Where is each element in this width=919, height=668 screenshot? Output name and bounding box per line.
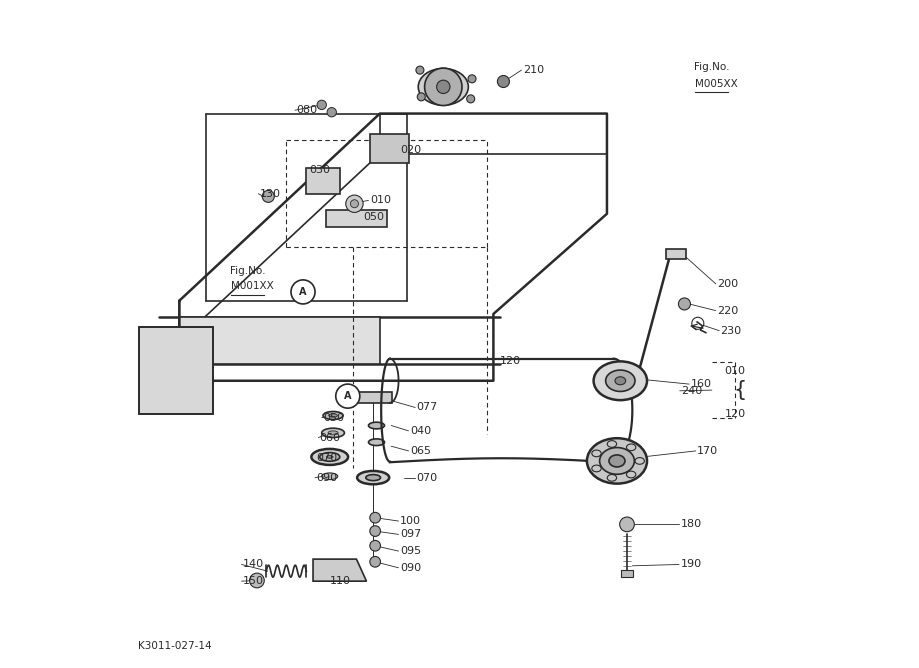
Ellipse shape: [369, 422, 384, 429]
Ellipse shape: [586, 438, 646, 484]
Text: 210: 210: [523, 65, 544, 75]
Circle shape: [327, 108, 336, 117]
Text: Fig.No.: Fig.No.: [230, 266, 265, 275]
Text: 050: 050: [363, 212, 384, 222]
Text: 050: 050: [323, 413, 344, 422]
Text: 100: 100: [400, 516, 420, 526]
Circle shape: [425, 68, 461, 106]
Ellipse shape: [326, 456, 333, 458]
Polygon shape: [312, 559, 366, 581]
Circle shape: [262, 190, 274, 202]
Text: 065: 065: [410, 446, 430, 456]
Circle shape: [346, 195, 363, 212]
Bar: [326, 210, 386, 227]
Ellipse shape: [323, 411, 343, 420]
Ellipse shape: [311, 449, 347, 465]
Text: 090: 090: [316, 473, 337, 482]
Bar: [139, 327, 212, 414]
Ellipse shape: [366, 475, 380, 481]
Ellipse shape: [593, 361, 646, 400]
Text: 070: 070: [416, 473, 437, 482]
Circle shape: [335, 384, 359, 408]
Text: 080: 080: [296, 106, 317, 115]
Text: 077: 077: [416, 403, 437, 412]
Text: 060: 060: [320, 433, 340, 442]
Circle shape: [369, 526, 380, 536]
Circle shape: [677, 298, 689, 310]
Text: 150: 150: [243, 576, 264, 586]
Circle shape: [290, 280, 314, 304]
Text: 180: 180: [680, 520, 701, 529]
Circle shape: [437, 80, 449, 94]
Text: 220: 220: [717, 306, 738, 315]
Bar: [369, 134, 408, 163]
Text: K3011-027-14: K3011-027-14: [138, 641, 211, 651]
Text: 095: 095: [400, 546, 421, 556]
Ellipse shape: [369, 439, 384, 446]
Text: 120: 120: [724, 409, 744, 419]
Text: 120: 120: [500, 356, 521, 365]
Text: M005XX: M005XX: [695, 79, 737, 88]
Ellipse shape: [357, 471, 389, 484]
Text: A: A: [299, 287, 306, 297]
Circle shape: [249, 573, 264, 588]
Circle shape: [466, 95, 474, 103]
Ellipse shape: [328, 413, 337, 417]
Text: 090: 090: [400, 563, 421, 572]
Circle shape: [619, 517, 634, 532]
Ellipse shape: [322, 473, 337, 480]
Text: 010: 010: [369, 196, 391, 205]
Polygon shape: [306, 168, 339, 194]
Circle shape: [417, 93, 425, 101]
Ellipse shape: [322, 428, 344, 438]
Text: 030: 030: [310, 166, 330, 175]
Bar: [620, 570, 632, 577]
Circle shape: [497, 75, 509, 88]
Text: 130: 130: [259, 189, 280, 198]
Text: 140: 140: [243, 560, 264, 569]
Text: 097: 097: [400, 530, 421, 539]
Ellipse shape: [614, 377, 625, 385]
Ellipse shape: [599, 448, 634, 474]
Circle shape: [369, 512, 380, 523]
Circle shape: [317, 100, 326, 110]
Text: 040: 040: [410, 426, 431, 436]
Text: 110: 110: [329, 576, 350, 586]
Ellipse shape: [418, 69, 468, 106]
Text: 020: 020: [400, 146, 421, 155]
Circle shape: [369, 556, 380, 567]
Bar: [353, 392, 391, 403]
Ellipse shape: [608, 455, 624, 467]
Text: {: {: [732, 380, 745, 400]
Text: 240: 240: [680, 386, 701, 395]
Bar: [665, 249, 685, 259]
Text: 230: 230: [720, 326, 741, 335]
Ellipse shape: [320, 453, 339, 461]
Text: A: A: [344, 391, 351, 401]
Circle shape: [415, 66, 424, 74]
Text: 190: 190: [680, 560, 701, 569]
Circle shape: [468, 75, 475, 83]
Text: 200: 200: [717, 279, 738, 289]
Text: 170: 170: [697, 446, 718, 456]
Text: 160: 160: [689, 379, 710, 389]
Circle shape: [369, 540, 380, 551]
Circle shape: [350, 200, 358, 208]
Ellipse shape: [328, 431, 337, 435]
Bar: [139, 327, 212, 414]
Text: M001XX: M001XX: [231, 281, 273, 291]
Text: 010: 010: [724, 366, 744, 375]
Text: Fig.No.: Fig.No.: [693, 62, 729, 71]
Bar: [179, 317, 380, 364]
Ellipse shape: [605, 370, 634, 391]
Text: 070: 070: [316, 453, 337, 462]
